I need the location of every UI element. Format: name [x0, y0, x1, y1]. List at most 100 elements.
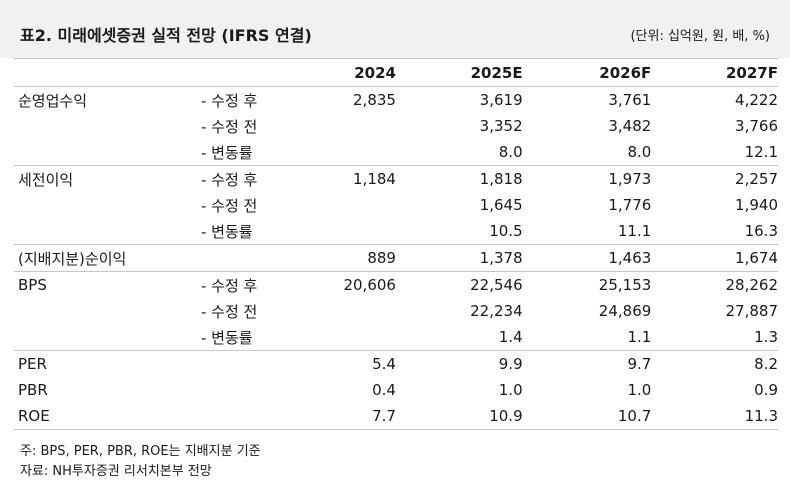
header-year-2024: 2024 — [293, 58, 396, 87]
value-cell: 1.4 — [395, 324, 523, 351]
table-header-bar: 표2. 미래에셋증권 실적 전망 (IFRS 연결) (단위: 십억원, 원, … — [0, 0, 790, 58]
table-row: PBR 0.4 1.0 1.0 0.9 — [14, 377, 778, 403]
value-cell: 3,482 — [608, 117, 652, 135]
value-cell: 1,674 — [651, 244, 778, 272]
value-cell: 9.7 — [627, 355, 652, 373]
value-cell: 3,766 — [735, 117, 778, 135]
header-year-2025e: 2025E — [395, 58, 523, 87]
value-cell — [293, 298, 396, 324]
table-title: 표2. 미래에셋증권 실적 전망 (IFRS 연결) — [20, 26, 312, 45]
table-row: - 변동률 8.0 8.0 12.1 — [14, 139, 778, 166]
value-cell: 11.3 — [651, 403, 778, 430]
value-cell: 1.0 — [498, 381, 523, 399]
value-cell — [293, 139, 396, 166]
value-cell: 8.0 — [395, 139, 523, 166]
value-cell: 1,973 — [608, 170, 652, 188]
value-cell: 22,234 — [470, 302, 523, 320]
value-cell: 8.2 — [754, 355, 778, 373]
value-cell: 1,184 — [353, 170, 396, 188]
row-label: PBR — [18, 381, 48, 399]
value-cell: 28,262 — [725, 276, 779, 294]
value-cell: 4,222 — [735, 91, 778, 109]
value-cell: 10.7 — [522, 403, 652, 430]
header-year-2026f: 2026F — [522, 58, 652, 87]
unit-note: (단위: 십억원, 원, 배, %) — [630, 29, 770, 44]
value-cell: 0.9 — [754, 381, 778, 399]
value-cell: 9.9 — [498, 355, 523, 373]
value-cell: 0.4 — [372, 381, 396, 399]
row-label: ROE — [14, 403, 201, 430]
header-year-2027f: 2027F — [651, 58, 778, 87]
row-label — [14, 298, 201, 324]
row-sublabel: - 변동률 — [200, 324, 294, 351]
row-label: (지배지분)순이익 — [14, 244, 201, 272]
table-body: 순영업수익 - 수정 후 2,835 3,619 3,761 4,222 - 수정 전 3,3… — [14, 87, 778, 430]
value-cell: 16.3 — [651, 218, 778, 245]
row-sublabel: - 수정 후 — [200, 276, 258, 295]
value-cell: 3,352 — [479, 117, 523, 135]
value-cell: 22,546 — [470, 276, 523, 294]
row-label: BPS — [18, 276, 47, 294]
value-cell — [293, 324, 396, 351]
value-cell: 889 — [293, 244, 396, 272]
value-cell: 8.0 — [522, 139, 652, 166]
table-row: - 수정 전 3,352 3,482 3,766 — [14, 113, 778, 139]
value-cell: 1,940 — [735, 196, 778, 214]
value-cell: 10.9 — [395, 403, 523, 430]
value-cell: 2,257 — [735, 170, 778, 188]
table-row: PER 5.4 9.9 9.7 8.2 — [14, 351, 778, 378]
row-label — [14, 324, 201, 351]
note-basis: 주: BPS, PER, PBR, ROE는 지배지분 기준 — [20, 444, 261, 459]
value-cell — [293, 218, 396, 245]
row-sublabel — [201, 351, 293, 378]
value-cell: 1.3 — [651, 324, 778, 351]
header-row: 2024 2025E 2026F 2027F — [14, 58, 778, 87]
table-row: 순영업수익 - 수정 후 2,835 3,619 3,761 4,222 — [14, 87, 778, 114]
value-cell: 1,645 — [479, 196, 523, 214]
value-cell: 1.0 — [627, 381, 652, 399]
value-cell: 3,619 — [479, 91, 523, 109]
row-sublabel — [200, 244, 294, 272]
value-cell: 7.7 — [293, 403, 396, 430]
footnotes: 주: BPS, PER, PBR, ROE는 지배지분 기준 자료: NH투자증… — [20, 442, 261, 482]
earnings-forecast-table: 2024 2025E 2026F 2027F 순영업수익 - 수정 후 2,835 3… — [14, 58, 778, 430]
note-source: 자료: NH투자증권 리서치본부 전망 — [20, 464, 212, 479]
value-cell: 25,153 — [598, 276, 652, 294]
value-cell: 5.4 — [372, 355, 396, 373]
table-row: 세전이익 - 수정 후 1,184 1,818 1,973 2,257 — [14, 166, 778, 193]
row-sublabel: - 변동률 — [200, 218, 294, 245]
row-sublabel: - 수정 전 — [200, 196, 258, 215]
table-row: - 변동률 1.4 1.1 1.3 — [14, 324, 778, 351]
value-cell: 10.5 — [395, 218, 523, 245]
value-cell: 20,606 — [343, 276, 396, 294]
table-row: - 수정 전 1,645 1,776 1,940 — [14, 192, 778, 218]
table-row: - 수정 전 22,234 24,869 27,887 — [14, 298, 778, 324]
row-sublabel — [200, 403, 294, 430]
value-cell: 1,378 — [395, 244, 523, 272]
row-label — [14, 218, 201, 245]
value-cell — [293, 113, 396, 139]
row-sublabel: - 수정 전 — [200, 302, 258, 321]
value-cell: 1,818 — [479, 170, 523, 188]
row-label — [14, 192, 201, 218]
header-cell — [14, 58, 201, 87]
value-cell: 11.1 — [522, 218, 652, 245]
value-cell: 1.1 — [522, 324, 652, 351]
row-label — [14, 139, 201, 166]
value-cell: 2,835 — [353, 91, 396, 109]
header-cell — [200, 58, 294, 87]
value-cell: 24,869 — [598, 302, 652, 320]
row-sublabel — [201, 377, 293, 403]
value-cell — [293, 192, 396, 218]
row-label: 세전이익 — [18, 170, 74, 189]
value-cell: 3,761 — [608, 91, 652, 109]
table-row: - 변동률 10.5 11.1 16.3 — [14, 218, 778, 245]
row-label: 순영업수익 — [18, 91, 88, 110]
row-sublabel: - 수정 후 — [200, 91, 258, 110]
row-sublabel: - 수정 전 — [200, 117, 258, 136]
table-row: (지배지분)순이익 889 1,378 1,463 1,674 — [14, 244, 778, 272]
value-cell: 12.1 — [651, 139, 778, 166]
row-label: PER — [18, 355, 47, 373]
row-sublabel: - 변동률 — [200, 139, 294, 166]
